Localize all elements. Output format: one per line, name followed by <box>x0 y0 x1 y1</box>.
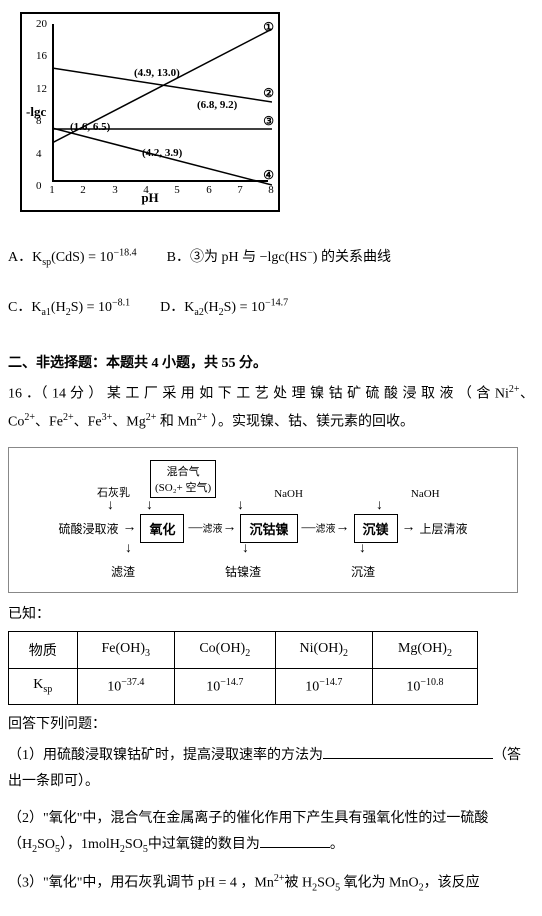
xtick: 2 <box>80 184 86 196</box>
table-cell: 10−14.7 <box>275 668 372 704</box>
answer-blank[interactable] <box>323 745 493 759</box>
down-arrow-icon: ↓ <box>242 541 249 557</box>
table-header: 物质 <box>9 631 78 668</box>
ytick: 16 <box>36 50 47 62</box>
process-flow-diagram: 石灰乳 混合气(SO₂+ 空气) NaOH NaOH ↓ ↓ ↓ ↓ 硫酸浸取液… <box>8 447 518 593</box>
xtick: 4 <box>143 184 149 196</box>
curve-num: ② <box>263 86 274 101</box>
point-label: (6.8, 9.2) <box>197 99 237 111</box>
right-arrow-icon: → <box>122 520 136 536</box>
xtick: 6 <box>206 184 212 196</box>
right-arrow-icon: —滤液→ <box>302 520 350 536</box>
flow-input: 硫酸浸取液 <box>58 520 118 537</box>
ksp-table: 物质 Fe(OH)3 Co(OH)2 Ni(OH)2 Mg(OH)2 Ksp 1… <box>8 631 478 705</box>
xtick: 1 <box>49 184 55 196</box>
ph-lgc-chart: -lgc pH 0 4 8 12 16 20 1 2 3 4 5 6 7 8 (… <box>20 12 280 212</box>
option-b: B．③为 pH 与 −lgc(HS−) 的关系曲线 <box>167 246 391 268</box>
down-arrow-icon: ↓ <box>107 498 114 514</box>
right-arrow-icon: —滤液→ <box>188 520 236 536</box>
flow-residue: 滤渣 <box>111 563 135 580</box>
mix-gas-box: 混合气(SO₂+ 空气) <box>150 460 216 498</box>
option-c: C．Ka1(H2S) = 10−8.1 <box>8 296 130 318</box>
known-label: 已知： <box>8 603 534 623</box>
table-row: 物质 Fe(OH)3 Co(OH)2 Ni(OH)2 Mg(OH)2 <box>9 631 478 668</box>
ytick: 8 <box>36 115 42 127</box>
ytick: 4 <box>36 148 42 160</box>
section-title: 二、非选择题：本题共 4 小题，共 55 分。 <box>8 352 534 372</box>
step-box: 沉镁 <box>354 514 398 543</box>
flow-output: 上层清液 <box>420 520 468 537</box>
table-cell: 10−10.8 <box>372 668 477 704</box>
down-arrow-icon: ↓ <box>237 498 244 514</box>
step-box: 氧化 <box>140 514 184 543</box>
table-cell: Ksp <box>9 668 78 704</box>
xtick: 5 <box>174 184 180 196</box>
chart-lines <box>52 24 272 186</box>
option-a: A．Ksp(CdS) = 10−18.4 <box>8 246 137 268</box>
flow-residue: 沉渣 <box>351 563 375 580</box>
table-header: Co(OH)2 <box>174 631 275 668</box>
down-arrow-icon: ↓ <box>359 541 366 557</box>
table-row: Ksp 10−37.4 10−14.7 10−14.7 10−10.8 <box>9 668 478 704</box>
question-2: （2）"氧化"中，混合气在金属离子的催化作用下产生具有强氧化性的过一硫酸（H2S… <box>8 806 534 859</box>
table-header: Mg(OH)2 <box>372 631 477 668</box>
flow-label: NaOH <box>274 488 303 500</box>
down-arrow-icon: ↓ <box>146 498 153 514</box>
answer-label: 回答下列问题： <box>8 713 534 733</box>
point-label: (1.6, 6.5) <box>70 121 110 133</box>
flow-label: NaOH <box>411 488 440 500</box>
ytick: 12 <box>36 83 47 95</box>
curve-num: ① <box>263 20 274 35</box>
point-label: (4.9, 13.0) <box>134 67 180 79</box>
step-box: 沉钴镍 <box>240 514 297 543</box>
answer-blank[interactable] <box>260 834 330 848</box>
ytick: 0 <box>36 180 42 192</box>
question-1: （1）用硫酸浸取镍钴矿时，提高浸取速率的方法为（答出一条即可）。 <box>8 743 534 796</box>
xtick: 8 <box>268 184 274 196</box>
table-header: Fe(OH)3 <box>77 631 174 668</box>
curve-num: ④ <box>263 168 274 183</box>
table-cell: 10−37.4 <box>77 668 174 704</box>
curve-num: ③ <box>263 114 274 129</box>
question-3: （3）"氧化"中，用石灰乳调节 pH = 4 ，Mn2+被 H2SO5 氧化为 … <box>8 869 534 897</box>
xtick: 7 <box>237 184 243 196</box>
down-arrow-icon: ↓ <box>125 541 132 557</box>
right-arrow-icon: → <box>402 520 416 536</box>
flow-residue: 钴镍渣 <box>225 563 261 580</box>
option-d: D．Ka2(H2S) = 10−14.7 <box>160 296 288 318</box>
xtick: 3 <box>112 184 118 196</box>
down-arrow-icon: ↓ <box>376 498 383 514</box>
table-header: Ni(OH)2 <box>275 631 372 668</box>
point-label: (4.2, 3.9) <box>142 147 182 159</box>
ytick: 20 <box>36 18 47 30</box>
table-cell: 10−14.7 <box>174 668 275 704</box>
q16-intro: 16 ．（ 14 分 ） 某 工 厂 采 用 如 下 工 艺 处 理 镍 钴 矿… <box>8 380 534 437</box>
